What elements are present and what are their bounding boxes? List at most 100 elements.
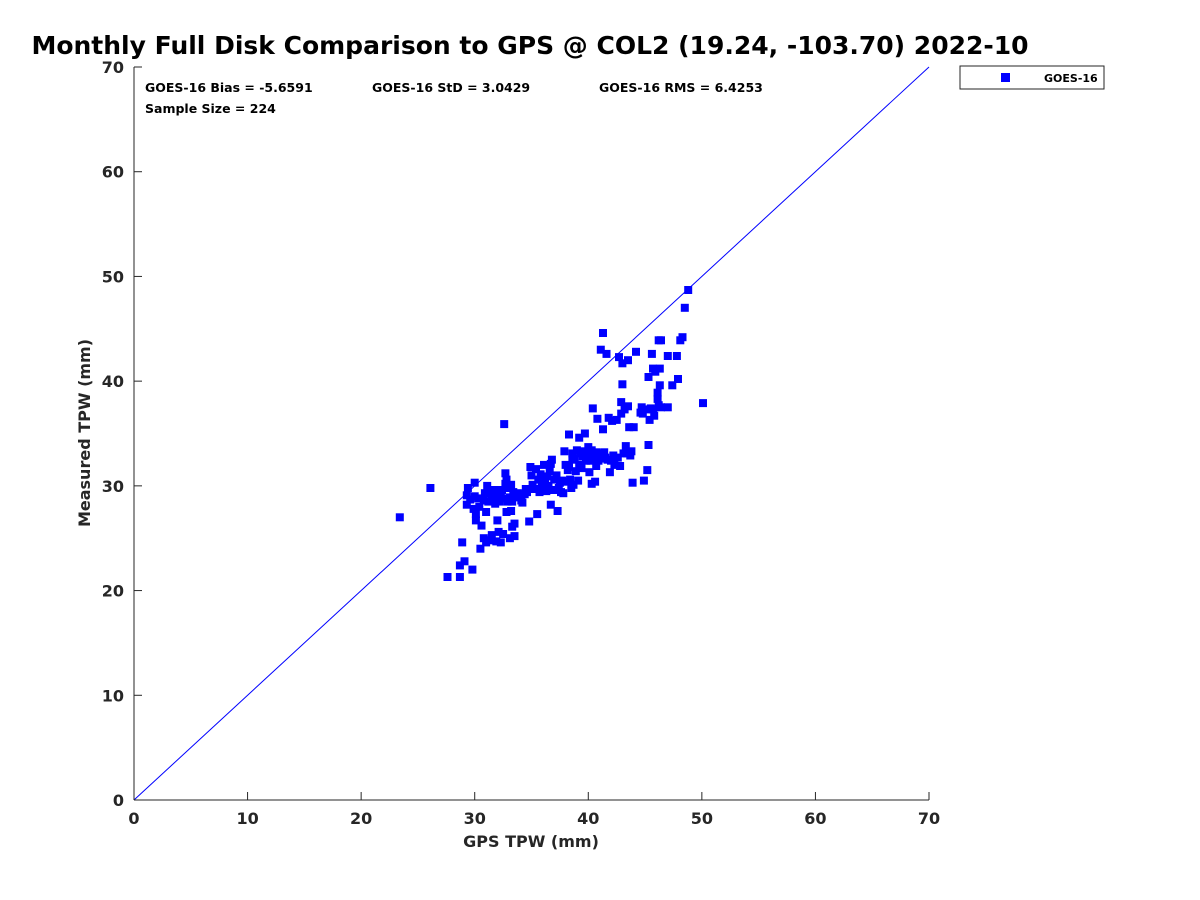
data-point bbox=[624, 402, 632, 411]
data-point bbox=[674, 375, 682, 383]
data-point bbox=[469, 504, 478, 513]
data-point bbox=[621, 442, 630, 451]
data-point bbox=[491, 499, 500, 508]
data-point bbox=[684, 286, 693, 294]
data-point bbox=[479, 496, 488, 505]
y-tick-label: 50 bbox=[102, 267, 124, 286]
data-point bbox=[541, 477, 550, 486]
data-point bbox=[596, 345, 605, 354]
legend-label: GOES-16 bbox=[1044, 72, 1098, 85]
data-point bbox=[540, 460, 548, 469]
data-point bbox=[565, 463, 573, 471]
data-point bbox=[680, 303, 689, 312]
data-point bbox=[644, 441, 653, 449]
data-point bbox=[627, 447, 636, 456]
data-point bbox=[651, 367, 660, 376]
data-point bbox=[559, 489, 568, 498]
data-point bbox=[668, 381, 677, 390]
data-point bbox=[545, 467, 554, 476]
data-point bbox=[502, 508, 511, 516]
data-point bbox=[501, 469, 510, 478]
data-point bbox=[615, 353, 623, 362]
data-point bbox=[507, 480, 516, 489]
data-point bbox=[618, 380, 627, 389]
sample-size-stat: Sample Size = 224 bbox=[145, 101, 276, 116]
legend-box bbox=[959, 65, 1105, 90]
data-point bbox=[558, 476, 567, 485]
y-tick-label: 40 bbox=[102, 372, 124, 391]
data-point bbox=[499, 530, 508, 538]
legend: GOES-16 bbox=[959, 65, 1105, 90]
data-point bbox=[482, 508, 491, 516]
data-point bbox=[592, 462, 601, 470]
data-point bbox=[588, 404, 597, 413]
data-point bbox=[624, 356, 632, 365]
data-point bbox=[678, 333, 687, 342]
data-point bbox=[542, 487, 551, 496]
data-point bbox=[538, 482, 547, 491]
data-point bbox=[455, 573, 464, 581]
x-tick-label: 10 bbox=[236, 809, 258, 828]
std-stat: GOES-16 StD = 3.0429 bbox=[372, 80, 530, 95]
data-point bbox=[485, 486, 494, 494]
data-point bbox=[610, 460, 619, 469]
data-point bbox=[657, 403, 665, 412]
data-point bbox=[625, 423, 634, 432]
data-point bbox=[609, 451, 618, 460]
data-point bbox=[599, 329, 607, 337]
data-point bbox=[496, 538, 505, 547]
data-point bbox=[593, 414, 602, 423]
y-tick-label: 70 bbox=[102, 58, 124, 77]
data-point bbox=[496, 490, 505, 499]
data-point bbox=[629, 423, 638, 432]
data-point bbox=[638, 409, 647, 418]
data-point bbox=[605, 468, 614, 477]
data-point bbox=[511, 493, 520, 502]
data-point bbox=[699, 399, 707, 408]
data-point bbox=[458, 538, 467, 547]
x-tick-label: 20 bbox=[350, 809, 372, 828]
data-point bbox=[650, 411, 659, 420]
data-point bbox=[543, 472, 552, 481]
data-point bbox=[534, 475, 543, 484]
data-point bbox=[526, 463, 535, 471]
data-point bbox=[479, 534, 488, 543]
data-point bbox=[527, 471, 536, 480]
data-point bbox=[587, 446, 596, 455]
data-point bbox=[535, 488, 544, 497]
data-point bbox=[468, 565, 477, 574]
data-point bbox=[547, 455, 556, 464]
data-point bbox=[455, 561, 464, 570]
data-point bbox=[487, 492, 496, 501]
data-point bbox=[500, 420, 509, 429]
data-point bbox=[544, 481, 553, 490]
data-point bbox=[608, 416, 617, 425]
data-point bbox=[460, 557, 469, 566]
chart-title: Monthly Full Disk Comparison to GPS @ CO… bbox=[31, 31, 1028, 60]
data-point bbox=[560, 447, 569, 456]
data-point bbox=[574, 476, 583, 485]
data-point bbox=[525, 517, 534, 526]
data-point bbox=[571, 467, 580, 476]
x-tick-label: 60 bbox=[804, 809, 826, 828]
data-point bbox=[484, 497, 493, 506]
x-tick-label: 40 bbox=[577, 809, 599, 828]
data-point bbox=[462, 500, 471, 509]
data-point bbox=[510, 519, 519, 528]
data-point bbox=[644, 373, 653, 381]
data-point bbox=[586, 456, 595, 465]
data-point bbox=[617, 409, 626, 418]
data-point bbox=[552, 471, 561, 480]
data-point bbox=[642, 405, 651, 414]
data-point bbox=[490, 486, 498, 494]
data-point bbox=[470, 478, 479, 487]
data-point bbox=[639, 476, 648, 485]
data-point bbox=[482, 538, 491, 547]
data-point bbox=[568, 449, 577, 458]
x-tick-label: 70 bbox=[918, 809, 940, 828]
data-point bbox=[637, 403, 646, 412]
data-point bbox=[508, 497, 517, 506]
data-point bbox=[616, 462, 625, 470]
data-point bbox=[570, 454, 579, 463]
